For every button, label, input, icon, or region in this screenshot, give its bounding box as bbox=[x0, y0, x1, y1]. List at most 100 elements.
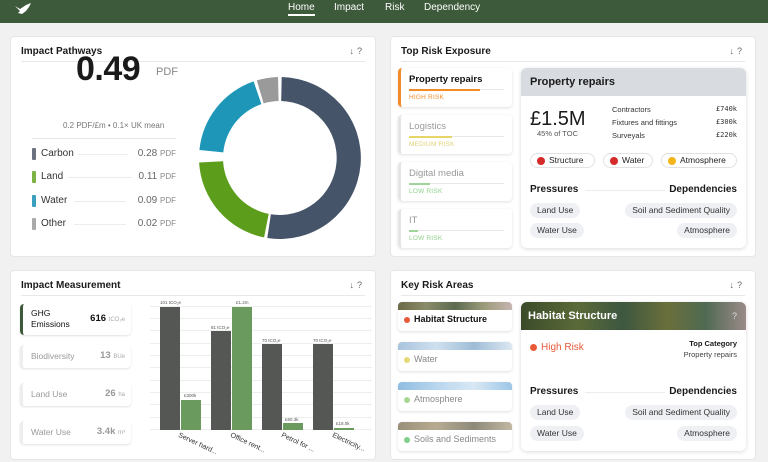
bar-label: £1.2m bbox=[236, 300, 249, 305]
risk-level: High Risk bbox=[541, 342, 584, 353]
risk-pill-atmosphere[interactable]: Atmosphere bbox=[661, 153, 737, 168]
donut-segment-land[interactable] bbox=[199, 161, 269, 238]
dependency-tag[interactable]: Soil and Sediment Quality bbox=[625, 405, 737, 420]
download-icon[interactable]: ↓ bbox=[349, 46, 357, 56]
card-actions: ↓? bbox=[729, 46, 745, 56]
metric-label: Water Use bbox=[31, 427, 71, 437]
impact-donut-chart[interactable] bbox=[196, 74, 364, 242]
donut-segment-water[interactable] bbox=[199, 81, 262, 153]
red-dot-icon bbox=[530, 344, 537, 351]
card-title: Top Risk Exposure bbox=[401, 46, 491, 57]
detail-title: Property repairs bbox=[530, 76, 615, 88]
download-icon[interactable]: ↓ bbox=[729, 46, 737, 56]
yellow-dot-icon bbox=[668, 157, 676, 165]
bar-label: 101 tCO₂e bbox=[160, 300, 182, 305]
risk-item-logistics[interactable]: Logistics MEDIUM RISK bbox=[398, 115, 512, 154]
help-icon[interactable]: ? bbox=[736, 46, 745, 56]
top-nav-bar: Home Impact Risk Dependency bbox=[0, 0, 768, 23]
help-icon[interactable]: ? bbox=[356, 280, 365, 290]
dependencies-heading: Dependencies bbox=[669, 386, 737, 397]
risk-pill-water[interactable]: Water bbox=[603, 153, 653, 168]
pressure-tag[interactable]: Land Use bbox=[530, 405, 581, 420]
card-title: Key Risk Areas bbox=[401, 280, 474, 291]
bar-spend-electricity[interactable] bbox=[334, 428, 354, 430]
bar-emissions-office[interactable] bbox=[211, 331, 231, 430]
red-dot-icon bbox=[610, 157, 618, 165]
card-title: Impact Pathways bbox=[21, 46, 103, 57]
gridline bbox=[150, 367, 372, 368]
risk-name: Digital media bbox=[409, 168, 464, 179]
detail-header: Habitat Structure ? bbox=[521, 302, 746, 330]
metric-value: 26 ha bbox=[105, 388, 125, 399]
risk-item-it[interactable]: IT LOW RISK bbox=[398, 209, 512, 248]
legend-item-water[interactable]: Water 0.09 PDF bbox=[32, 194, 176, 208]
bar-emissions-server[interactable] bbox=[160, 307, 180, 430]
download-icon[interactable]: ↓ bbox=[729, 280, 737, 290]
dependency-tag[interactable]: Soil and Sediment Quality bbox=[625, 203, 737, 218]
bar-label: £300k bbox=[184, 393, 197, 398]
metric-label: Land Use bbox=[31, 389, 68, 399]
bar-spend-office[interactable] bbox=[232, 307, 252, 430]
legend-item-land[interactable]: Land 0.11 PDF bbox=[32, 170, 176, 184]
donut-segment-other[interactable] bbox=[256, 77, 279, 104]
risk-area-habitat-structure[interactable]: Habitat Structure bbox=[398, 302, 512, 331]
leader-line bbox=[78, 154, 128, 155]
metric-ghg-emissions[interactable]: GHG Emissions 616 tCO₂e bbox=[20, 304, 131, 335]
dependency-tag[interactable]: Atmosphere bbox=[677, 223, 737, 238]
risk-area-atmosphere[interactable]: Atmosphere bbox=[398, 382, 512, 411]
donut-segment-carbon[interactable] bbox=[267, 77, 361, 239]
metric-land-use[interactable]: Land Use 26 ha bbox=[20, 383, 131, 406]
risk-item-property-repairs[interactable]: Property repairs HIGH RISK bbox=[398, 68, 512, 107]
risk-item-digital-media[interactable]: Digital media LOW RISK bbox=[398, 162, 512, 201]
bar-label: £60.3k bbox=[285, 417, 299, 422]
leader-line bbox=[74, 201, 126, 202]
risk-level: MEDIUM RISK bbox=[409, 141, 455, 148]
nav-impact[interactable]: Impact bbox=[334, 2, 365, 13]
divider bbox=[32, 138, 176, 139]
spend-amount: £1.5M bbox=[530, 108, 586, 130]
help-icon[interactable]: ? bbox=[736, 280, 745, 290]
bar-spend-petrol[interactable] bbox=[283, 423, 303, 430]
pressure-tag[interactable]: Land Use bbox=[530, 203, 581, 218]
top-category-label: Top Category bbox=[689, 339, 737, 348]
metric-label: Biodiversity bbox=[31, 351, 75, 361]
nav-risk[interactable]: Risk bbox=[385, 2, 405, 13]
risk-area-water[interactable]: Water bbox=[398, 342, 512, 371]
nav-dependency[interactable]: Dependency bbox=[424, 2, 481, 13]
help-icon[interactable]: ? bbox=[731, 311, 737, 321]
risk-pill-structure[interactable]: Structure bbox=[530, 153, 595, 168]
metric-biodiversity[interactable]: Biodiversity 13 BUe bbox=[20, 345, 131, 368]
pressure-tag[interactable]: Water Use bbox=[530, 426, 584, 441]
atmosphere-image bbox=[398, 382, 512, 390]
card-actions: ↓? bbox=[729, 280, 745, 290]
legend-item-carbon[interactable]: Carbon 0.28 PDF bbox=[32, 147, 176, 161]
metric-water-use[interactable]: Water Use 3.4k m³ bbox=[20, 421, 131, 444]
yellow-dot-icon bbox=[404, 357, 410, 363]
risk-bar bbox=[409, 135, 452, 138]
legend-item-other[interactable]: Other 0.02 PDF bbox=[32, 217, 176, 231]
bar-label: £18.0k bbox=[336, 421, 350, 426]
download-icon[interactable]: ↓ bbox=[349, 280, 357, 290]
pressure-tag[interactable]: Water Use bbox=[530, 223, 584, 238]
property-repairs-detail: Property repairs £1.5M 45% of TOC Contra… bbox=[521, 68, 746, 248]
nav-home[interactable]: Home bbox=[288, 0, 315, 23]
top-category-value: Property repairs bbox=[683, 350, 737, 359]
dependency-tag[interactable]: Atmosphere bbox=[677, 426, 737, 441]
risk-area-soils-sediments[interactable]: Soils and Sediments bbox=[398, 422, 512, 451]
risk-bar bbox=[409, 229, 418, 232]
risk-track bbox=[409, 182, 504, 185]
risk-bar bbox=[409, 88, 481, 91]
bar-emissions-electricity[interactable] bbox=[313, 344, 333, 430]
bird-logo-icon[interactable] bbox=[12, 2, 34, 18]
help-icon[interactable]: ? bbox=[356, 46, 365, 56]
green-dot-icon bbox=[404, 437, 410, 443]
bar-label: 70 tCO₂e bbox=[313, 338, 332, 343]
legend-label: Land bbox=[41, 171, 64, 182]
emissions-spend-bar-chart: 101 tCO₂e £300k 81 tCO₂e £1.2m 70 tCO₂e … bbox=[150, 300, 372, 456]
pdf-subtitle: 0.2 PDF/£m • 0.1× UK mean bbox=[63, 121, 165, 130]
bar-spend-server[interactable] bbox=[181, 400, 201, 430]
pressures-heading: Pressures bbox=[530, 184, 579, 195]
impact-pathways-card: Impact Pathways ↓? bbox=[10, 36, 376, 257]
bar-emissions-petrol[interactable] bbox=[262, 344, 282, 430]
metric-value: 3.4k m³ bbox=[96, 426, 125, 437]
